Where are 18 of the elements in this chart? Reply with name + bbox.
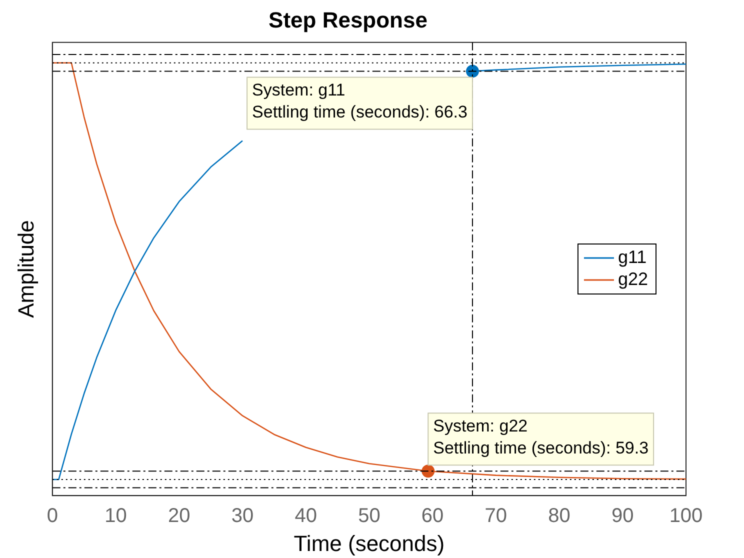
x-tick-label: 60 [421,505,444,528]
x-tick-label: 10 [104,505,127,528]
x-tick-label: 80 [548,505,570,528]
x-tick-label: 40 [294,505,317,528]
x-tick-label: 100 [669,505,703,528]
x-tick-label: 0 [46,505,58,528]
x-tick-label: 30 [231,505,254,528]
legend-label: g11 [618,246,647,267]
y-axis-title: Amplitude [13,220,38,318]
x-axis-title: Time (seconds) [294,530,445,556]
x-tick-label: 90 [612,505,634,528]
x-tick-label: 70 [484,505,508,528]
legend-label: g22 [618,268,648,289]
annotation: System: g11 Settling time (seconds): 66.3 [252,80,468,122]
annotation: System: g22 Settling time (seconds): 59.3 [433,416,649,458]
chart-title: Step Response [268,7,428,32]
x-tick-label: 20 [168,505,190,528]
x-tick-label: 50 [358,505,380,528]
